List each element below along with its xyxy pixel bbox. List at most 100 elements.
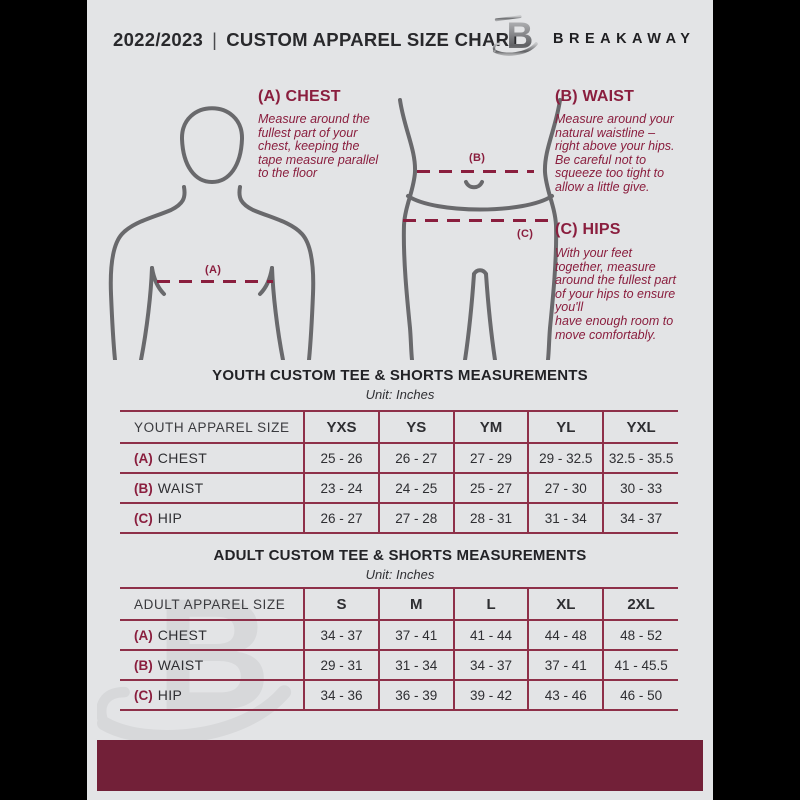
left-shoulder-arm: [108, 185, 187, 360]
row-marker: (B): [134, 658, 153, 673]
cell-value: 37 - 41: [527, 650, 604, 681]
waist-heading: (B) WAIST: [555, 88, 635, 105]
table-row: (A) CHEST 34 - 37 37 - 41 41 - 44 44 - 48…: [120, 620, 678, 651]
row-marker: (A): [134, 628, 153, 643]
lower-torso-figure: [398, 98, 562, 360]
table-row: (C) HIP 26 - 27 27 - 28 28 - 31 31 - 34 3…: [120, 503, 678, 534]
cell-value: 32.5 - 35.5: [602, 443, 678, 474]
right-waist-hip-leg: [542, 98, 562, 360]
row-label: (B) WAIST: [120, 650, 305, 681]
left-inner-thigh: [463, 272, 476, 360]
cell-value: 28 - 31: [452, 503, 529, 534]
column-header: YXS: [303, 410, 379, 444]
cell-value: 34 - 37: [303, 620, 379, 651]
row-label: (A) CHEST: [120, 620, 305, 651]
cell-value: 36 - 39: [377, 680, 454, 711]
chest-instructions: Measure around the fullest part of your …: [258, 112, 379, 181]
cell-value: 31 - 34: [527, 503, 604, 534]
hips-instructions: With your feet together, measure around …: [555, 246, 676, 342]
row-label: (C) HIP: [120, 503, 305, 534]
cell-value: 41 - 44: [452, 620, 529, 651]
left-armpit: [150, 266, 166, 296]
adult-size-table: ADULT APPAREL SIZE S M L XL 2XL (A) CHEST…: [120, 587, 678, 711]
head-outline: [179, 106, 245, 185]
cell-value: 34 - 37: [602, 503, 678, 534]
cell-value: 34 - 36: [303, 680, 379, 711]
cell-value: 43 - 46: [527, 680, 604, 711]
hips-marker-label: (C): [517, 228, 534, 240]
column-header: YOUTH APPAREL SIZE: [120, 410, 305, 444]
chest-marker-label: (A): [205, 264, 222, 276]
hips-heading: (C) HIPS: [555, 221, 621, 238]
cell-value: 23 - 24: [303, 473, 379, 504]
cell-value: 26 - 27: [303, 503, 379, 534]
column-header: YL: [527, 410, 604, 444]
column-header: XL: [527, 587, 604, 621]
cell-value: 27 - 30: [527, 473, 604, 504]
breakaway-b-logo-icon: B: [492, 15, 538, 56]
cell-value: 25 - 27: [452, 473, 529, 504]
cell-value: 37 - 41: [377, 620, 454, 651]
upper-torso-figure: [108, 106, 316, 360]
column-header: S: [303, 587, 379, 621]
adult-table-title: ADULT CUSTOM TEE & SHORTS MEASUREMENTS: [213, 547, 587, 564]
row-label: (C) HIP: [120, 680, 305, 711]
youth-size-table: YOUTH APPAREL SIZE YXS YS YM YL YXL (A) C…: [120, 410, 678, 534]
page-title: CUSTOM APPAREL SIZE CHART: [226, 29, 521, 50]
column-header: ADULT APPAREL SIZE: [120, 587, 305, 621]
hips-measure-line: [403, 219, 549, 222]
table-row: (A) CHEST 25 - 26 26 - 27 27 - 29 29 - 32…: [120, 443, 678, 474]
waist-measure-line: [417, 170, 534, 173]
cell-value: 27 - 29: [452, 443, 529, 474]
table-row: (C) HIP 34 - 36 36 - 39 39 - 42 43 - 46 4…: [120, 680, 678, 711]
table-row: (B) WAIST 23 - 24 24 - 25 25 - 27 27 - 30…: [120, 473, 678, 504]
table-header-row: ADULT APPAREL SIZE S M L XL 2XL: [120, 587, 678, 621]
row-marker: (C): [134, 511, 153, 526]
youth-table-title: YOUTH CUSTOM TEE & SHORTS MEASUREMENTS: [212, 367, 588, 384]
column-header: YS: [377, 410, 454, 444]
cell-value: 34 - 37: [452, 650, 529, 681]
cell-value: 29 - 31: [303, 650, 379, 681]
title-divider: |: [212, 29, 218, 50]
brand-name: BREAKAWAY: [553, 31, 696, 47]
row-marker: (A): [134, 451, 153, 466]
document-title: 2022/2023 | CUSTOM APPAREL SIZE CHART: [113, 29, 521, 51]
cell-value: 31 - 34: [377, 650, 454, 681]
column-header: 2XL: [602, 587, 678, 621]
right-armpit: [258, 266, 274, 296]
cell-value: 30 - 33: [602, 473, 678, 504]
right-inner-arm: [270, 266, 285, 360]
cell-value: 48 - 52: [602, 620, 678, 651]
hip-line: [406, 194, 554, 212]
table-row: (B) WAIST 29 - 31 31 - 34 34 - 37 37 - 41…: [120, 650, 678, 681]
cell-value: 44 - 48: [527, 620, 604, 651]
cell-value: 41 - 45.5: [602, 650, 678, 681]
row-marker: (C): [134, 688, 153, 703]
footer-accent-bar: [97, 740, 703, 791]
left-waist-hip-leg: [398, 98, 418, 360]
cell-value: 25 - 26: [303, 443, 379, 474]
size-chart-document: 2022/2023 | CUSTOM APPAREL SIZE CHART B …: [87, 0, 713, 800]
waist-instructions: Measure around your natural waistline – …: [555, 112, 675, 194]
row-label: (B) WAIST: [120, 473, 305, 504]
navel: [464, 180, 484, 190]
table-header-row: YOUTH APPAREL SIZE YXS YS YM YL YXL: [120, 410, 678, 444]
cell-value: 27 - 28: [377, 503, 454, 534]
column-header: YXL: [602, 410, 678, 444]
column-header: L: [452, 587, 529, 621]
cell-value: 29 - 32.5: [527, 443, 604, 474]
chest-heading: (A) CHEST: [258, 88, 341, 105]
waist-marker-label: (B): [469, 152, 486, 164]
column-header: M: [377, 587, 454, 621]
cell-value: 46 - 50: [602, 680, 678, 711]
cell-value: 24 - 25: [377, 473, 454, 504]
adult-table-unit: Unit: Inches: [365, 567, 435, 582]
season-label: 2022/2023: [113, 29, 204, 50]
chest-measure-line: [157, 280, 273, 283]
right-shoulder-arm: [237, 185, 316, 360]
youth-table-unit: Unit: Inches: [365, 387, 435, 402]
left-inner-arm: [139, 266, 154, 360]
cell-value: 39 - 42: [452, 680, 529, 711]
column-header: YM: [452, 410, 529, 444]
